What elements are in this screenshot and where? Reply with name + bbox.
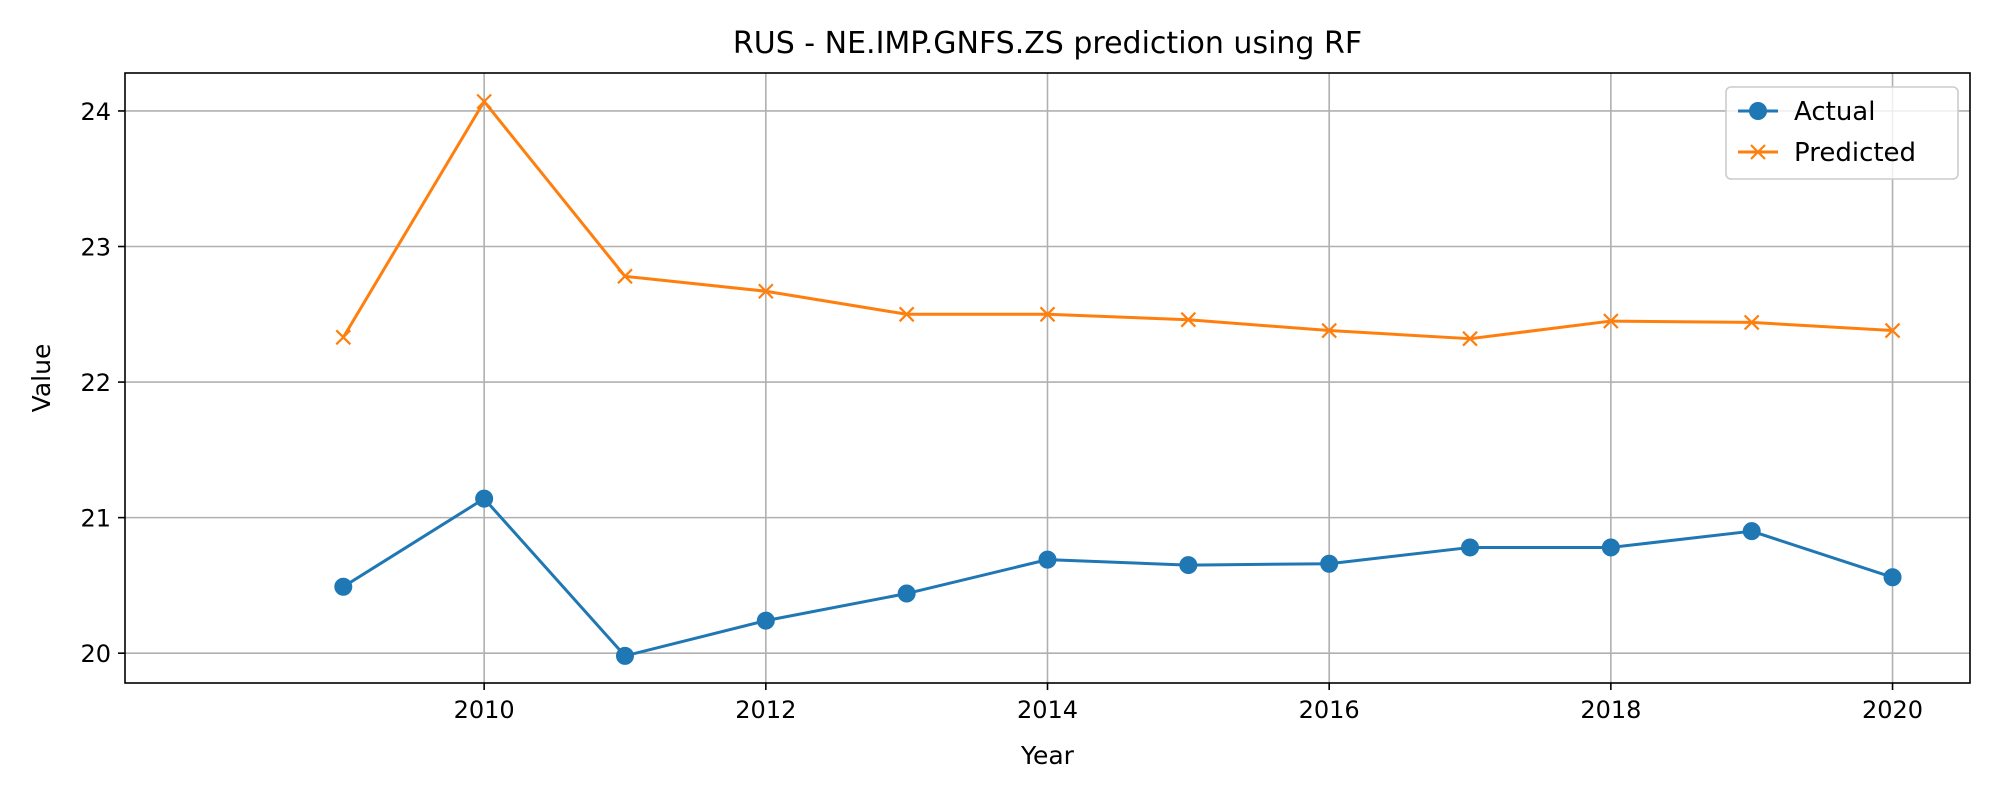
y-tick-label: 22	[80, 369, 111, 397]
y-tick-label: 20	[80, 640, 111, 668]
predicted-point	[1039, 306, 1056, 323]
actual-point	[334, 577, 353, 596]
x-tick-label: 2010	[454, 696, 515, 724]
actual-line	[342, 497, 1894, 658]
legend-item-predicted: Predicted	[1738, 138, 1916, 168]
actual-point	[615, 646, 634, 665]
legend-label: Actual	[1794, 97, 1875, 127]
actual-point	[1601, 538, 1620, 557]
x-tick-label: 2012	[735, 696, 796, 724]
series-actual	[334, 489, 1902, 665]
predicted-point	[1884, 322, 1901, 339]
y-tick-label: 21	[80, 505, 111, 533]
predicted-line	[342, 99, 1893, 341]
actual-point	[1742, 522, 1761, 541]
x-tick-label: 2016	[1299, 696, 1360, 724]
actual-point	[1320, 554, 1339, 573]
predicted-point	[758, 283, 774, 300]
predicted-point	[617, 268, 633, 285]
y-tick-label: 24	[80, 98, 111, 126]
predicted-point	[1743, 314, 1760, 331]
x-tick-label: 2018	[1580, 696, 1641, 724]
series-layer	[334, 93, 1902, 665]
actual-point	[1179, 556, 1198, 575]
legend-marker	[1749, 102, 1767, 120]
x-tick-label: 2020	[1862, 696, 1923, 724]
predicted-point	[335, 329, 352, 346]
actual-point	[475, 489, 494, 508]
actual-point	[756, 611, 775, 630]
actual-point	[1038, 550, 1057, 569]
predicted-point	[1462, 330, 1478, 347]
x-tick-label: 2014	[1017, 696, 1078, 724]
y-tick-label: 23	[80, 234, 111, 262]
grid-lines	[125, 73, 1970, 683]
actual-point	[1883, 568, 1902, 587]
predicted-point	[1321, 322, 1337, 339]
y-axis-label: Value	[27, 344, 56, 413]
predicted-point	[1180, 311, 1197, 328]
predicted-point	[898, 306, 915, 323]
series-predicted	[335, 93, 1901, 347]
legend-marker	[1750, 144, 1766, 160]
legend-item-actual: Actual	[1738, 97, 1875, 127]
chart-title: RUS - NE.IMP.GNFS.ZS prediction using RF	[733, 26, 1362, 61]
predicted-point	[476, 93, 492, 110]
legend-label: Predicted	[1794, 138, 1916, 168]
predicted-point	[1603, 313, 1619, 329]
actual-point	[1461, 538, 1480, 557]
x-axis-label: Year	[1020, 741, 1075, 770]
actual-point	[897, 584, 916, 603]
legend: Actual Predicted	[1725, 86, 1959, 180]
legend-box	[1725, 86, 1959, 180]
